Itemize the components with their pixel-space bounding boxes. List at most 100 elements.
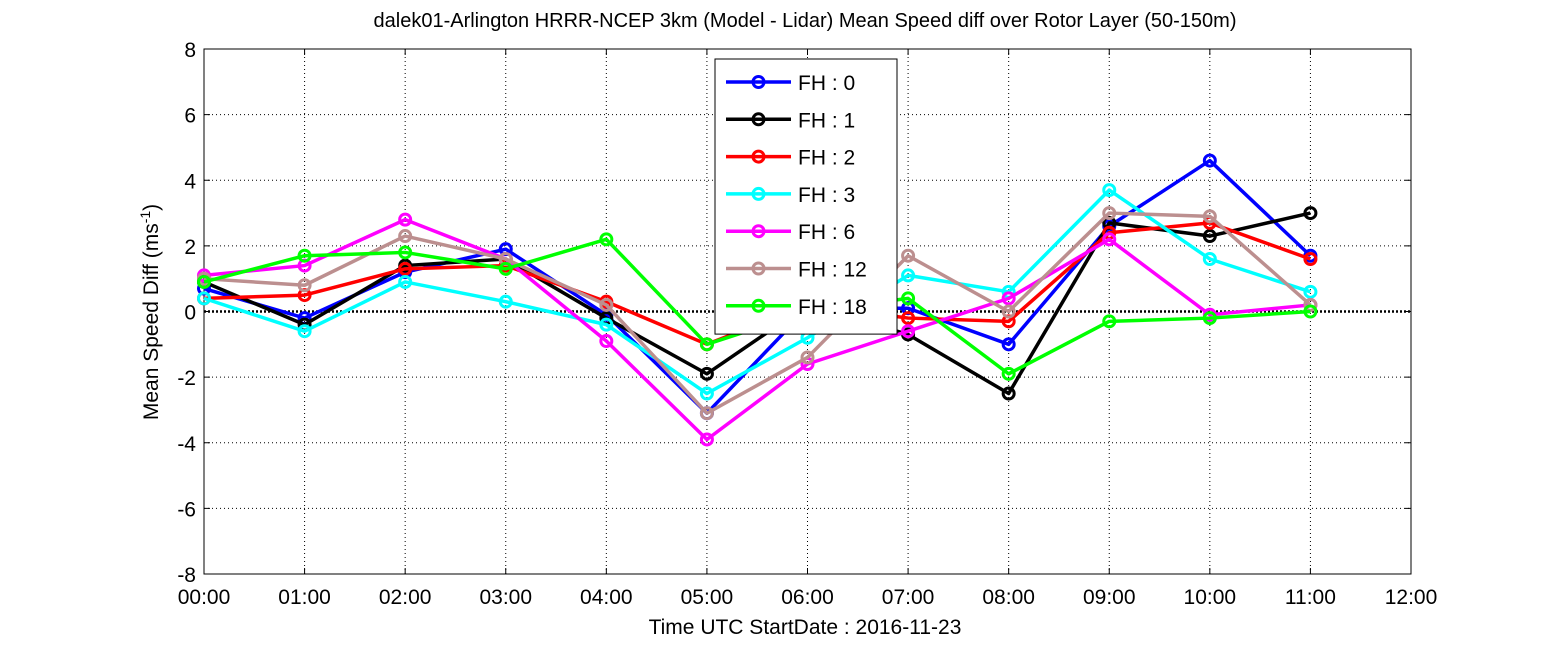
legend-swatch-marker [751,298,766,313]
legend-label: FH : 1 [798,109,855,132]
axis-ticks: 00:00 01:00 02:00 03:00 04:00 05:00 06:00 07:00… [177,39,1437,609]
data-point [699,386,714,401]
y-tick-label: -6 [177,498,196,521]
legend-swatch-marker [751,112,766,127]
legend-label: FH : 6 [798,221,855,244]
legend-item: FH : 18 [726,296,867,319]
y-tick-label: 8 [184,39,196,62]
x-tick-label: 00:00 [178,586,231,609]
data-point [398,212,413,227]
data-point [901,324,916,339]
data-point [1202,252,1217,266]
x-axis-label: Time UTC StartDate : 2016-11-23 [649,616,962,639]
y-tick-label: 6 [184,105,196,128]
x-tick-label: 01:00 [278,586,331,609]
data-point [1202,229,1217,244]
chart-title: dalek01-Arlington HRRR-NCEP 3km (Model -… [374,10,1237,32]
legend-item: FH : 0 [726,72,855,95]
legend: FH : 0 FH : 1 FH : 2 FH : 3 FH : 6 FH : 12 FH … [714,58,898,335]
x-tick-label: 03:00 [479,586,532,609]
legend-label: FH : 18 [798,296,867,319]
data-point [699,337,714,352]
x-tick-label: 04:00 [580,586,633,609]
y-tick-label: 0 [184,302,196,325]
y-tick-label: -2 [177,367,196,390]
data-point [1303,252,1318,266]
data-point [1102,232,1117,247]
data-point [398,229,413,244]
data-point [1102,314,1117,329]
x-tick-label: 07:00 [882,586,935,609]
data-point [599,232,614,247]
y-tick-label: 2 [184,236,196,259]
data-point [901,311,916,326]
legend-label: FH : 0 [798,72,855,95]
data-point [1202,209,1217,224]
data-point [1001,291,1016,306]
legend-item: FH : 12 [726,259,867,282]
legend-item: FH : 6 [726,221,855,244]
data-point [1102,183,1117,198]
data-point [699,406,714,421]
data-point [901,291,916,306]
data-point [1001,366,1016,381]
x-tick-label: 08:00 [982,586,1035,609]
series-line [203,211,1311,396]
legend-item: FH : 2 [726,147,855,170]
data-point [297,324,312,339]
series-line [203,188,1311,396]
legend-item: FH : 3 [726,184,855,207]
legend-box [714,58,898,335]
data-point [1001,337,1016,352]
data-point [297,248,312,263]
data-point [1102,206,1117,221]
x-tick-label: 06:00 [781,586,834,609]
data-point [599,297,614,312]
data-point [1202,311,1217,326]
data-point [1303,284,1318,299]
data-point [1202,153,1217,168]
legend-swatch-marker [751,186,766,201]
series-fh-12 [197,206,1318,421]
legend-swatch-marker [751,224,766,239]
x-tick-label: 10:00 [1184,586,1237,609]
data-point [398,261,413,276]
x-tick-label: 02:00 [379,586,432,609]
legend-item: FH : 1 [726,109,855,132]
series-fh-3 [197,183,1318,401]
series-line [203,217,1311,442]
x-tick-label: 11:00 [1285,586,1336,609]
y-axis-label: Mean Speed Diff (ms-1) [137,204,163,420]
data-point [599,334,614,349]
legend-label: FH : 2 [798,147,855,170]
data-point [1001,386,1016,401]
data-point [398,274,413,289]
data-point [1303,297,1318,312]
y-tick-label: -8 [177,564,196,587]
y-tick-label: -4 [177,433,196,456]
data-point [197,274,211,289]
data-point [1303,206,1318,221]
data-point [599,317,614,332]
data-point [498,261,513,276]
data-point [297,278,312,293]
x-tick-label: 05:00 [681,586,734,609]
series-line [203,211,1312,415]
x-tick-label: 09:00 [1083,586,1136,609]
data-point [901,268,916,283]
data-point [699,432,714,447]
data-point [398,245,413,260]
data-point [1303,304,1318,319]
data-point [901,248,916,263]
legend-label: FH : 12 [798,259,867,282]
x-tick-label: 12:00 [1385,586,1438,609]
data-point [800,350,815,365]
legend-label: FH : 3 [798,184,855,207]
data-point [498,294,513,309]
data-point [699,366,714,381]
legend-swatch-marker [751,149,766,164]
legend-swatch-marker [751,75,766,89]
legend-swatch-marker [751,261,766,276]
data-point [1001,304,1016,319]
